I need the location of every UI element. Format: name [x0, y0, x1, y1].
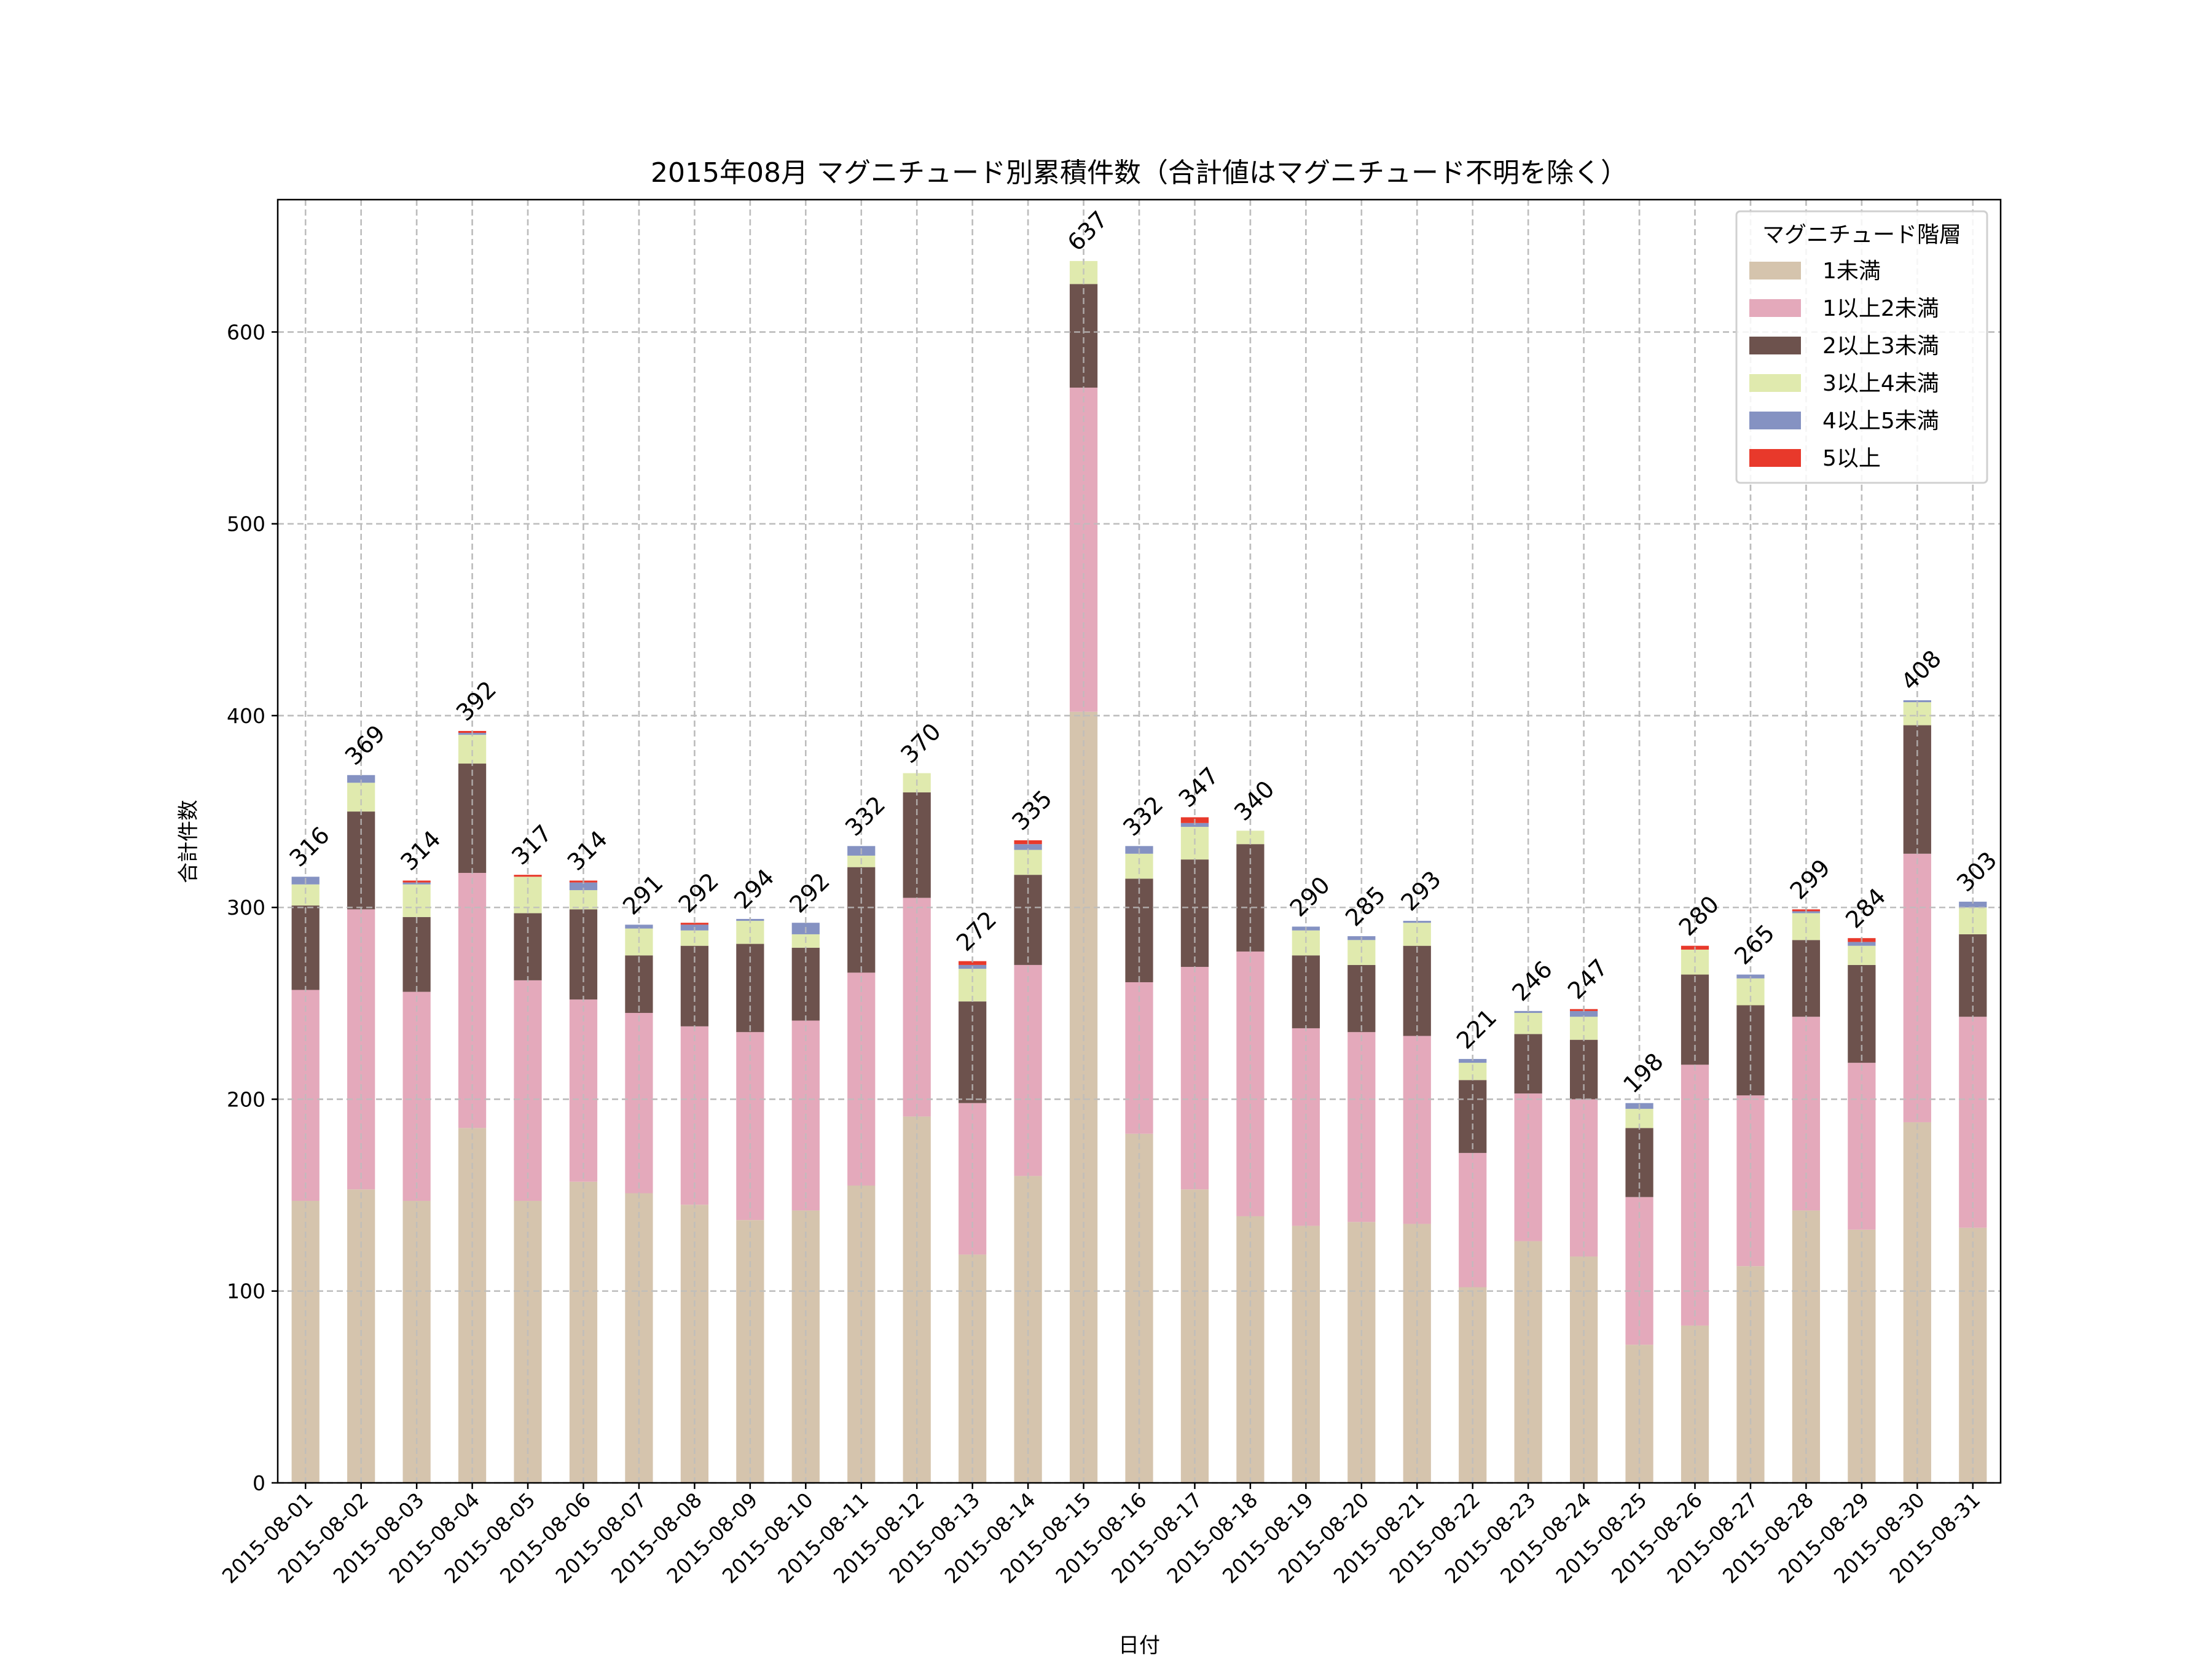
bar-segment — [458, 735, 487, 764]
bar-segment — [903, 1116, 931, 1483]
y-tick-label: 100 — [227, 1280, 265, 1303]
legend-swatch — [1749, 374, 1801, 392]
x-axis: 2015-08-012015-08-022015-08-032015-08-04… — [218, 1483, 1985, 1588]
y-axis-label: 合計件数 — [176, 800, 201, 883]
total-label: 292 — [673, 867, 724, 918]
total-label: 265 — [1729, 919, 1779, 969]
bar-segment — [625, 955, 653, 1013]
total-label: 369 — [340, 720, 390, 770]
total-label: 198 — [1618, 1048, 1668, 1098]
bar-segment — [1125, 1133, 1153, 1483]
total-label: 294 — [729, 864, 779, 914]
legend-label: 1以上2未満 — [1822, 296, 1939, 321]
total-label: 285 — [1340, 881, 1390, 931]
bar-segment — [1014, 844, 1042, 850]
total-label: 246 — [1507, 956, 1557, 1006]
total-label: 340 — [1229, 775, 1279, 826]
bar-segment — [514, 875, 542, 877]
bar-segment — [1848, 1229, 1876, 1483]
legend-swatch — [1749, 262, 1801, 279]
bar-segment — [569, 882, 598, 891]
chart-title: 2015年08月 マグニチュード別累積件数（合計値はマグニチュード不明を除く） — [651, 157, 1628, 189]
total-label: 293 — [1396, 866, 1446, 916]
y-tick-label: 0 — [253, 1471, 265, 1495]
bar-segment — [569, 909, 598, 1000]
bar-segment — [1570, 1010, 1598, 1017]
bar-segment — [680, 923, 708, 925]
total-label: 291 — [618, 869, 668, 920]
y-axis: 0 100 200 300 400 500 600 — [227, 320, 278, 1495]
bar-segment — [1848, 942, 1876, 946]
y-tick-label: 300 — [227, 896, 265, 920]
bar-segment — [347, 783, 375, 812]
legend-swatch — [1749, 412, 1801, 429]
total-label: 316 — [284, 821, 334, 872]
bar-segment — [1959, 901, 1987, 908]
legend-swatch — [1749, 449, 1801, 467]
legend-label: 3以上4未満 — [1822, 371, 1939, 396]
total-label: 637 — [1062, 206, 1113, 256]
total-label: 314 — [562, 825, 613, 875]
total-label: 280 — [1674, 891, 1724, 941]
y-tick-label: 400 — [227, 704, 265, 728]
bar-segment — [625, 924, 653, 929]
total-label: 290 — [1285, 871, 1335, 921]
total-label: 303 — [1951, 846, 2002, 897]
y-tick-label: 200 — [227, 1087, 265, 1111]
legend-swatch — [1749, 337, 1801, 354]
bar-segment — [1514, 1034, 1542, 1094]
bar-segment — [1236, 952, 1265, 1216]
total-label: 370 — [895, 718, 946, 768]
total-label: 408 — [1896, 645, 1947, 695]
total-label: 332 — [1118, 791, 1168, 841]
legend: マグニチュード階層 1未満 1以上2未満 2以上3未満 3以上4未満 4以上5未満 5以上 — [1735, 210, 1988, 484]
total-label: 347 — [1174, 762, 1224, 812]
bar-segment — [1736, 1095, 1765, 1267]
total-label: 272 — [951, 906, 1002, 956]
total-label: 221 — [1451, 1004, 1502, 1054]
grid-lines-overlay — [278, 200, 2001, 1484]
bar-segment — [1236, 830, 1265, 845]
legend-title: マグニチュード階層 — [1762, 222, 1961, 248]
total-label: 392 — [451, 676, 501, 726]
bar-segment — [1514, 1010, 1542, 1013]
total-label: 284 — [1840, 883, 1891, 933]
total-label: 332 — [840, 791, 890, 841]
total-label: 314 — [395, 825, 445, 875]
y-tick-label: 500 — [227, 512, 265, 536]
legend-label: 2以上3未満 — [1822, 334, 1939, 359]
bar-segment — [959, 961, 987, 965]
total-label: 299 — [1785, 854, 1835, 904]
legend-label: 4以上5未満 — [1822, 408, 1939, 434]
legend-label: 5以上 — [1822, 446, 1881, 471]
y-tick-label: 600 — [227, 320, 265, 344]
bar-segment — [347, 775, 375, 783]
total-label: 247 — [1563, 954, 1613, 1004]
total-label: 317 — [506, 819, 557, 870]
total-label: 292 — [785, 867, 835, 918]
legend-swatch — [1749, 299, 1801, 317]
x-axis-label: 日付 — [1118, 1633, 1160, 1658]
bar-segment — [1459, 1058, 1487, 1063]
legend-label: 1未満 — [1822, 259, 1881, 284]
total-label: 335 — [1006, 785, 1057, 835]
bar-segment — [1125, 853, 1153, 879]
